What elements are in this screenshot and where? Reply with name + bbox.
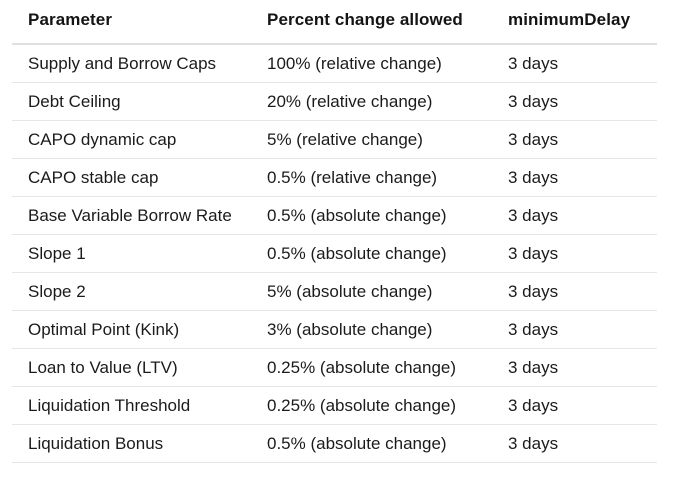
cell-percent-change-allowed: 5% (relative change) <box>251 120 492 159</box>
cell-parameter: Base Variable Borrow Rate <box>12 196 251 235</box>
cell-minimum-delay: 3 days <box>492 82 657 121</box>
table-row: Supply and Borrow Caps 100% (relative cha… <box>12 44 657 83</box>
column-header-percent-change-allowed: Percent change allowed <box>251 2 492 45</box>
table-header: Parameter Percent change allowed minimum… <box>12 2 657 45</box>
column-header-parameter: Parameter <box>12 2 251 45</box>
header-row: Parameter Percent change allowed minimum… <box>12 2 657 45</box>
cell-minimum-delay: 3 days <box>492 424 657 463</box>
table-body: Supply and Borrow Caps 100% (relative cha… <box>12 44 657 463</box>
cell-percent-change-allowed: 3% (absolute change) <box>251 310 492 349</box>
cell-parameter: Supply and Borrow Caps <box>12 44 251 83</box>
parameter-table: Parameter Percent change allowed minimum… <box>12 2 657 463</box>
cell-parameter: Debt Ceiling <box>12 82 251 121</box>
cell-percent-change-allowed: 5% (absolute change) <box>251 272 492 311</box>
cell-parameter: Liquidation Threshold <box>12 386 251 425</box>
cell-minimum-delay: 3 days <box>492 310 657 349</box>
column-header-minimum-delay: minimumDelay <box>492 2 657 45</box>
cell-minimum-delay: 3 days <box>492 158 657 197</box>
parameter-table-container: Parameter Percent change allowed minimum… <box>12 2 657 463</box>
table-row: Base Variable Borrow Rate 0.5% (absolute … <box>12 196 657 235</box>
cell-percent-change-allowed: 0.25% (absolute change) <box>251 348 492 387</box>
table-row: Liquidation Threshold 0.25% (absolute cha… <box>12 386 657 425</box>
cell-minimum-delay: 3 days <box>492 272 657 311</box>
cell-percent-change-allowed: 0.5% (absolute change) <box>251 424 492 463</box>
cell-parameter: Slope 1 <box>12 234 251 273</box>
table-row: CAPO dynamic cap 5% (relative change) 3 da… <box>12 120 657 159</box>
cell-percent-change-allowed: 0.5% (relative change) <box>251 158 492 197</box>
table-row: Loan to Value (LTV) 0.25% (absolute chang… <box>12 348 657 387</box>
cell-minimum-delay: 3 days <box>492 196 657 235</box>
cell-minimum-delay: 3 days <box>492 44 657 83</box>
cell-percent-change-allowed: 0.5% (absolute change) <box>251 234 492 273</box>
cell-minimum-delay: 3 days <box>492 386 657 425</box>
table-row: Liquidation Bonus 0.5% (absolute change) 3… <box>12 424 657 463</box>
cell-parameter: Optimal Point (Kink) <box>12 310 251 349</box>
cell-parameter: CAPO dynamic cap <box>12 120 251 159</box>
cell-percent-change-allowed: 20% (relative change) <box>251 82 492 121</box>
cell-minimum-delay: 3 days <box>492 120 657 159</box>
cell-parameter: Liquidation Bonus <box>12 424 251 463</box>
table-row: Slope 1 0.5% (absolute change) 3 days <box>12 234 657 273</box>
cell-parameter: Slope 2 <box>12 272 251 311</box>
cell-minimum-delay: 3 days <box>492 234 657 273</box>
table-row: Debt Ceiling 20% (relative change) 3 days <box>12 82 657 121</box>
cell-parameter: CAPO stable cap <box>12 158 251 197</box>
cell-percent-change-allowed: 0.5% (absolute change) <box>251 196 492 235</box>
cell-percent-change-allowed: 0.25% (absolute change) <box>251 386 492 425</box>
cell-minimum-delay: 3 days <box>492 348 657 387</box>
cell-parameter: Loan to Value (LTV) <box>12 348 251 387</box>
table-row: CAPO stable cap 0.5% (relative change) 3 d… <box>12 158 657 197</box>
table-row: Optimal Point (Kink) 3% (absolute change)… <box>12 310 657 349</box>
cell-percent-change-allowed: 100% (relative change) <box>251 44 492 83</box>
table-row: Slope 2 5% (absolute change) 3 days <box>12 272 657 311</box>
